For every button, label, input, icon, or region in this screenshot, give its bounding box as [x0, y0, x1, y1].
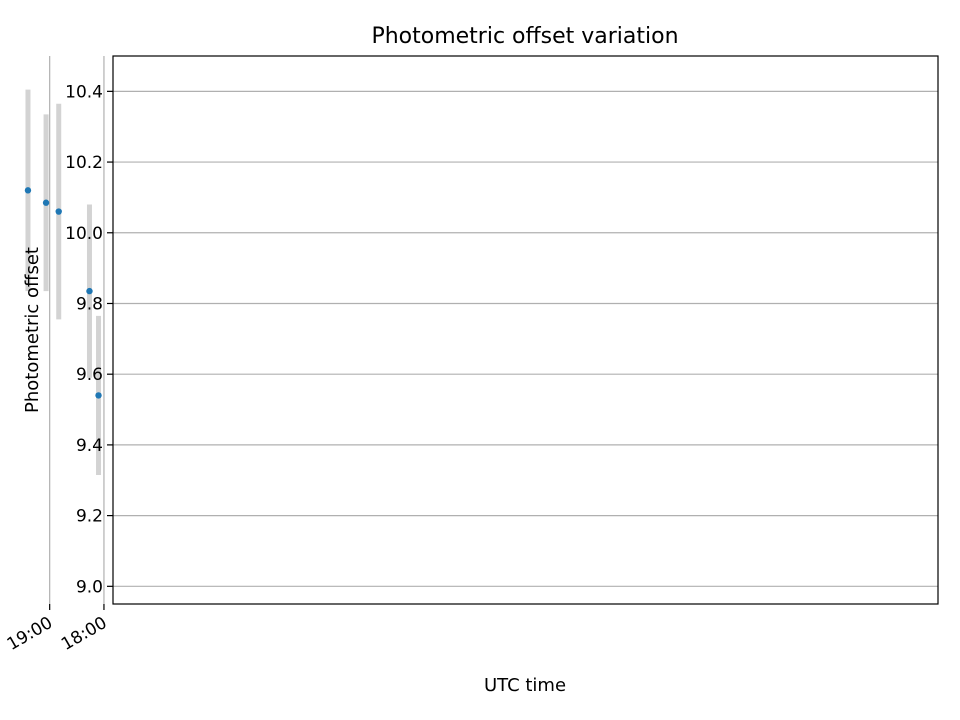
y-tick-label: 9.8: [76, 294, 103, 314]
data-point: [95, 392, 102, 399]
y-tick-label: 10.0: [65, 224, 103, 244]
data-points: [24, 187, 102, 399]
y-tick-label: 9.6: [76, 365, 103, 385]
data-point: [24, 187, 32, 194]
chart-title: Photometric offset variation: [371, 24, 678, 49]
y-tick-label: 10.4: [65, 82, 103, 102]
y-axis-label: Photometric offset: [22, 247, 43, 413]
y-tick-label: 10.2: [65, 153, 103, 173]
grid-lines: [49, 56, 938, 604]
plot-frame: [112, 55, 939, 605]
y-tick-label: 9.0: [76, 577, 103, 597]
data-point: [86, 287, 93, 295]
x-axis-label: UTC time: [484, 675, 566, 696]
y-tick-label: 9.4: [76, 436, 103, 456]
data-point: [55, 208, 62, 215]
y-tick-label: 9.2: [76, 507, 103, 527]
data-point: [42, 199, 50, 206]
